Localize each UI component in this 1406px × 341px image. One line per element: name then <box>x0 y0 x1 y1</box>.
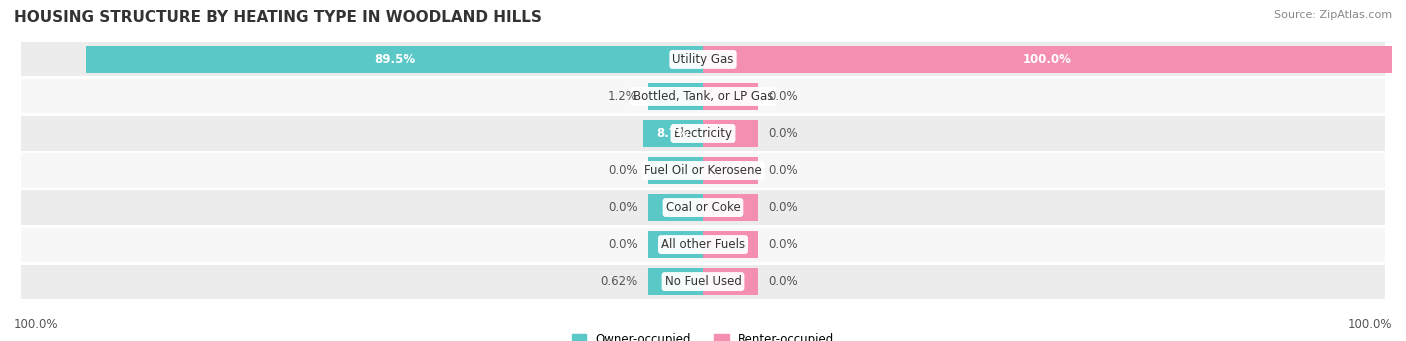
Bar <box>703 120 758 147</box>
Bar <box>21 116 1385 150</box>
Text: 1.2%: 1.2% <box>607 90 637 103</box>
Bar <box>648 157 703 184</box>
Bar <box>648 231 703 258</box>
Bar <box>86 46 703 73</box>
Text: 0.0%: 0.0% <box>607 238 637 251</box>
Text: 0.0%: 0.0% <box>607 201 637 214</box>
Bar <box>643 120 703 147</box>
Legend: Owner-occupied, Renter-occupied: Owner-occupied, Renter-occupied <box>567 329 839 341</box>
Text: 100.0%: 100.0% <box>1024 53 1071 66</box>
Text: Bottled, Tank, or LP Gas: Bottled, Tank, or LP Gas <box>633 90 773 103</box>
Text: HOUSING STRUCTURE BY HEATING TYPE IN WOODLAND HILLS: HOUSING STRUCTURE BY HEATING TYPE IN WOO… <box>14 10 541 25</box>
Text: 0.0%: 0.0% <box>769 127 799 140</box>
Bar <box>703 231 758 258</box>
Bar <box>703 194 758 221</box>
Text: Utility Gas: Utility Gas <box>672 53 734 66</box>
Text: 0.0%: 0.0% <box>769 90 799 103</box>
Text: Source: ZipAtlas.com: Source: ZipAtlas.com <box>1274 10 1392 20</box>
Text: 0.62%: 0.62% <box>600 275 637 288</box>
Text: 0.0%: 0.0% <box>769 238 799 251</box>
Text: 100.0%: 100.0% <box>1347 318 1392 331</box>
Text: Coal or Coke: Coal or Coke <box>665 201 741 214</box>
Bar <box>21 227 1385 262</box>
Bar <box>21 191 1385 225</box>
Bar <box>703 157 758 184</box>
Text: 8.7%: 8.7% <box>657 127 689 140</box>
Bar <box>21 42 1385 76</box>
Text: No Fuel Used: No Fuel Used <box>665 275 741 288</box>
Text: 0.0%: 0.0% <box>769 275 799 288</box>
Bar <box>21 79 1385 114</box>
Text: Fuel Oil or Kerosene: Fuel Oil or Kerosene <box>644 164 762 177</box>
Bar <box>21 153 1385 188</box>
Bar <box>703 268 758 295</box>
Bar <box>648 83 703 110</box>
Bar <box>648 268 703 295</box>
Text: 100.0%: 100.0% <box>14 318 59 331</box>
Text: 0.0%: 0.0% <box>769 201 799 214</box>
Text: 0.0%: 0.0% <box>607 164 637 177</box>
Bar <box>648 194 703 221</box>
Text: 0.0%: 0.0% <box>769 164 799 177</box>
Bar <box>703 83 758 110</box>
Text: All other Fuels: All other Fuels <box>661 238 745 251</box>
Text: Electricity: Electricity <box>673 127 733 140</box>
Text: 89.5%: 89.5% <box>374 53 415 66</box>
Bar <box>703 46 1392 73</box>
Bar <box>21 265 1385 299</box>
